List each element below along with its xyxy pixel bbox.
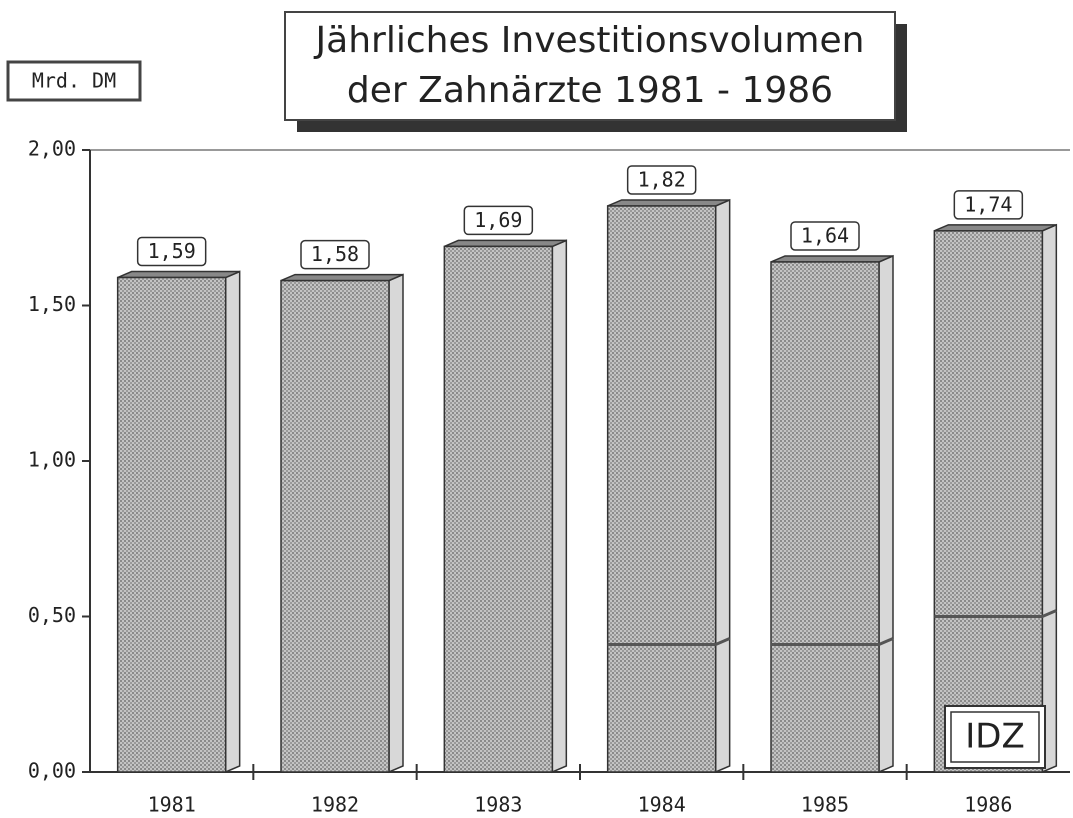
bar-top xyxy=(117,270,240,279)
bar-divider xyxy=(771,637,894,646)
bar xyxy=(116,276,227,773)
title-box xyxy=(284,11,896,121)
bar xyxy=(770,261,880,773)
bar xyxy=(443,245,554,773)
value-label-box xyxy=(463,205,534,236)
x-tick-label: 1982 xyxy=(311,793,359,817)
bar-top xyxy=(934,224,1057,232)
bar-top xyxy=(770,255,894,263)
y-axis-label: Mrd. DM xyxy=(32,69,116,93)
bar-side xyxy=(224,270,241,774)
bar-side xyxy=(1041,223,1058,774)
x-tick-label: 1983 xyxy=(474,793,522,817)
value-label: 1,59 xyxy=(148,239,196,263)
bar-side xyxy=(714,198,731,774)
bar-side xyxy=(551,239,568,774)
y-tick-label: 1,00 xyxy=(28,448,76,472)
bar-side xyxy=(388,273,404,774)
unit-box xyxy=(6,60,142,102)
value-label: 1,69 xyxy=(474,208,522,232)
y-tick-label: 2,00 xyxy=(28,137,76,161)
chart-title: Jährliches Investitionsvolumen xyxy=(314,20,865,61)
value-label: 1,74 xyxy=(964,192,1012,216)
bar-divider xyxy=(934,609,1057,618)
annotation-box-inner xyxy=(950,711,1040,763)
y-tick-label: 1,50 xyxy=(28,292,76,316)
bar xyxy=(280,279,390,773)
bar-side xyxy=(878,254,894,774)
annotation-box xyxy=(944,705,1046,769)
value-label: 1,58 xyxy=(311,242,359,266)
bar-divider xyxy=(607,637,731,646)
bar-top xyxy=(444,239,567,248)
x-tick-label: 1984 xyxy=(638,793,686,817)
bar-top xyxy=(607,199,730,207)
y-tick-label: 0,00 xyxy=(28,759,76,783)
x-tick-label: 1985 xyxy=(801,793,849,817)
y-tick-label: 0,50 xyxy=(28,603,76,627)
value-label-box xyxy=(300,239,370,270)
bar xyxy=(606,205,717,773)
x-tick-label: 1981 xyxy=(148,793,196,817)
x-tick-label: 1986 xyxy=(964,793,1012,817)
value-label: 1,82 xyxy=(638,167,686,191)
value-label-box xyxy=(953,190,1024,220)
bar-top xyxy=(280,273,404,282)
annotation: IDZ xyxy=(965,717,1025,757)
bar xyxy=(933,230,1044,773)
value-label-box xyxy=(136,236,207,267)
value-label-box xyxy=(790,221,860,251)
chart-title: der Zahnärzte 1981 - 1986 xyxy=(347,70,833,111)
value-label-box xyxy=(626,165,697,195)
value-label: 1,64 xyxy=(801,223,849,247)
